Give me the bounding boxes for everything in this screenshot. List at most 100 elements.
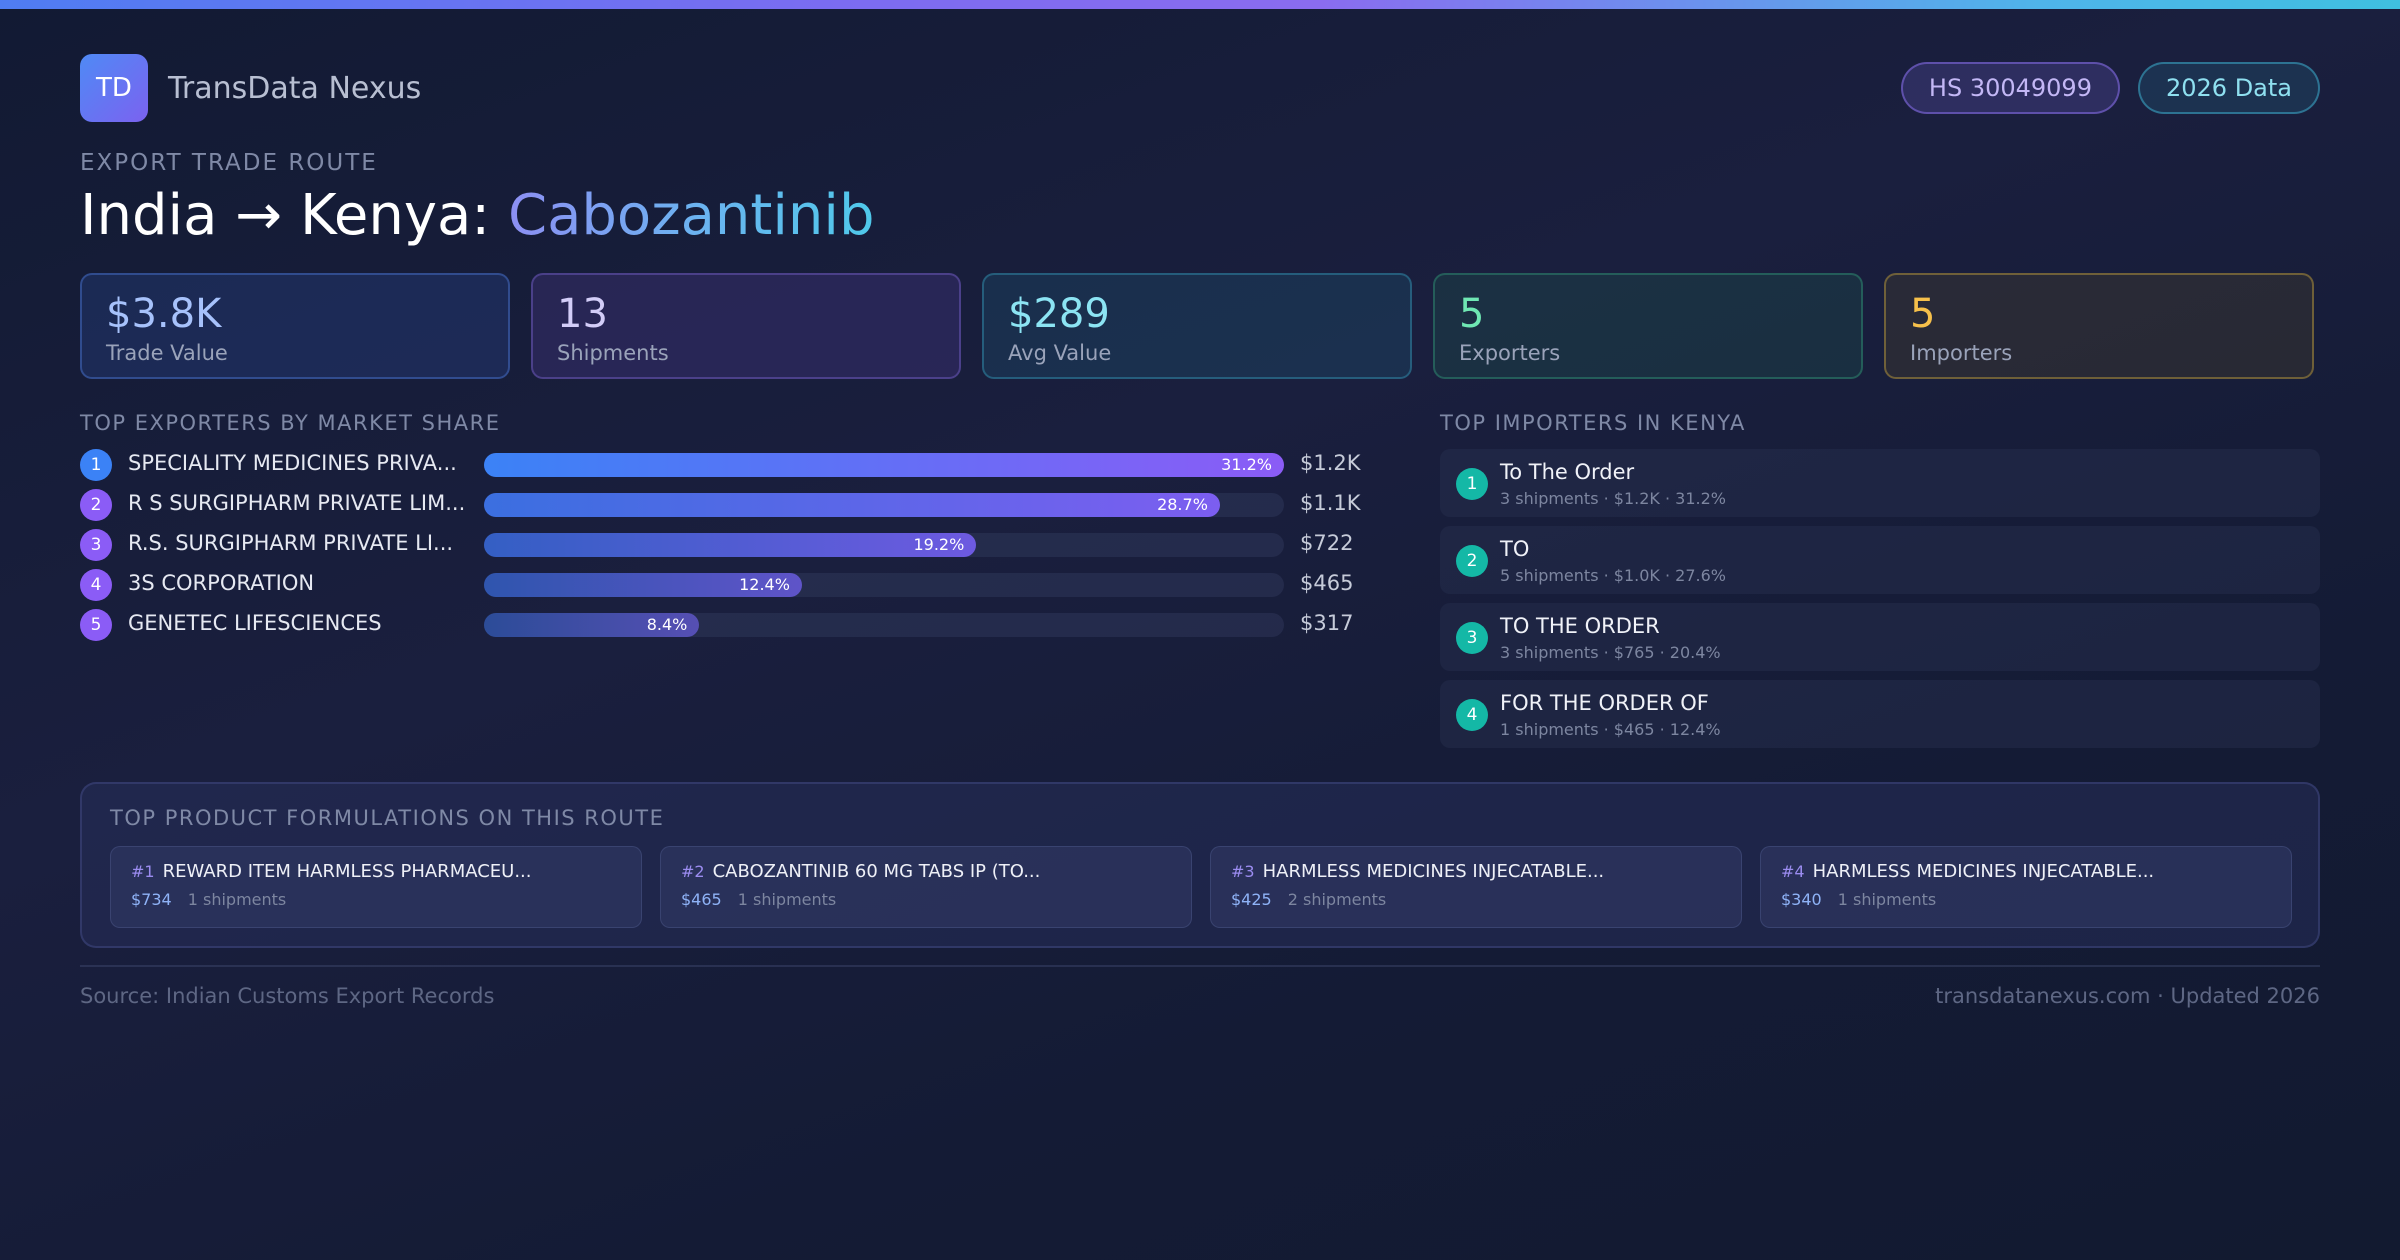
formulation-name: HARMLESS MEDICINES INJECATABLE...: [1812, 861, 2155, 882]
exporters-section-label: TOP EXPORTERS BY MARKET SHARE: [80, 411, 501, 435]
importer-card[interactable]: 4 FOR THE ORDER OF 1 shipments · $465 · …: [1440, 680, 2320, 748]
stat-value: $289: [1008, 291, 1110, 337]
formulation-card[interactable]: #3 HARMLESS MEDICINES INJECATABLE... $425…: [1210, 846, 1742, 928]
importer-meta: 3 shipments · $765 · 20.4%: [1500, 643, 1721, 662]
formulation-rank: #1: [131, 862, 155, 881]
formulation-card[interactable]: #4 HARMLESS MEDICINES INJECATABLE... $340…: [1760, 846, 2292, 928]
hs-code-badge: HS 30049099: [1900, 62, 2120, 114]
importer-rank: 3: [1456, 622, 1488, 654]
exporter-rank: 1: [80, 449, 112, 481]
stat-label: Avg Value: [1008, 341, 1112, 365]
exporter-name: 3S CORPORATION: [128, 571, 315, 595]
top-accent-bar: [0, 0, 2400, 9]
exporter-row[interactable]: 3 R.S. SURGIPHARM PRIVATE LI... 19.2% $7…: [80, 525, 1370, 565]
data-year-badge: 2026 Data: [2137, 62, 2320, 114]
route-text: India → Kenya:: [80, 183, 508, 248]
exporter-rank: 2: [80, 489, 112, 521]
stat-value: 5: [1910, 291, 1936, 337]
formulation-card[interactable]: #1 REWARD ITEM HARMLESS PHARMACEU... $734…: [110, 846, 642, 928]
importer-meta: 3 shipments · $1.2K · 31.2%: [1500, 489, 1726, 508]
share-bar-fill: 19.2%: [484, 533, 977, 557]
formulation-rank: #2: [681, 862, 705, 881]
formulation-rank: #3: [1231, 862, 1255, 881]
formulation-meta: $465 1 shipments: [681, 890, 1171, 909]
stat-card-avg-value: $289 Avg Value: [982, 273, 1412, 379]
formulation-card[interactable]: #2 CABOZANTINIB 60 MG TABS IP (TO... $465…: [660, 846, 1192, 928]
share-bar-fill: 8.4%: [484, 613, 700, 637]
formulation-shipments: 1 shipments: [737, 890, 837, 909]
stat-value: $3.8K: [106, 291, 222, 337]
stat-card-exporters: 5 Exporters: [1433, 273, 1863, 379]
share-bar-fill: 31.2%: [484, 453, 1284, 477]
formulation-value: $465: [681, 890, 722, 909]
importer-name: FOR THE ORDER OF: [1500, 691, 1709, 715]
stat-label: Importers: [1910, 341, 2013, 365]
exporter-row[interactable]: 2 R S SURGIPHARM PRIVATE LIM... 28.7% $1…: [80, 485, 1370, 525]
exporter-rank: 4: [80, 569, 112, 601]
importer-rank: 1: [1456, 468, 1488, 500]
importer-name: To The Order: [1500, 460, 1635, 484]
stat-value: 5: [1459, 291, 1485, 337]
share-bar-track: 8.4%: [484, 613, 1284, 637]
stat-label: Shipments: [557, 341, 669, 365]
stats-row: $3.8K Trade Value 13 Shipments $289 Avg …: [80, 273, 2314, 379]
exporter-row[interactable]: 5 GENETEC LIFESCIENCES 8.4% $317: [80, 605, 1370, 645]
share-bar-track: 12.4%: [484, 573, 1284, 597]
importer-card[interactable]: 3 TO THE ORDER 3 shipments · $765 · 20.4…: [1440, 603, 2320, 671]
formulation-title: #2 CABOZANTINIB 60 MG TABS IP (TO...: [681, 861, 1171, 882]
importer-meta: 5 shipments · $1.0K · 27.6%: [1500, 566, 1726, 585]
stat-value: 13: [557, 291, 608, 337]
brand[interactable]: TD TransData Nexus: [80, 54, 421, 122]
stat-card-importers: 5 Importers: [1884, 273, 2314, 379]
exporter-row[interactable]: 1 SPECIALITY MEDICINES PRIVA... 31.2% $1…: [80, 445, 1370, 485]
share-percent: 12.4%: [739, 575, 790, 594]
formulation-title: #3 HARMLESS MEDICINES INJECATABLE...: [1231, 861, 1721, 882]
footer-site-link[interactable]: transdatanexus.com · Updated 2026: [1935, 984, 2320, 1008]
header-badges: HS 30049099 2026 Data: [1900, 62, 2320, 114]
exporter-value: $1.2K: [1300, 451, 1361, 475]
share-bar-track: 31.2%: [484, 453, 1284, 477]
importer-name: TO THE ORDER: [1500, 614, 1660, 638]
exporter-rank: 5: [80, 609, 112, 641]
formulations-list: #1 REWARD ITEM HARMLESS PHARMACEU... $734…: [110, 846, 2292, 928]
exporter-value: $722: [1300, 531, 1354, 555]
stat-label: Trade Value: [106, 341, 228, 365]
footer-source: Source: Indian Customs Export Records: [80, 984, 495, 1008]
exporter-value: $1.1K: [1300, 491, 1361, 515]
brand-logo: TD: [80, 54, 148, 122]
importer-rank: 2: [1456, 545, 1488, 577]
exporter-name: R S SURGIPHARM PRIVATE LIM...: [128, 491, 466, 515]
formulation-meta: $340 1 shipments: [1781, 890, 2271, 909]
formulation-shipments: 1 shipments: [1837, 890, 1937, 909]
formulation-meta: $425 2 shipments: [1231, 890, 1721, 909]
importer-card[interactable]: 1 To The Order 3 shipments · $1.2K · 31.…: [1440, 449, 2320, 517]
share-bar-fill: 28.7%: [484, 493, 1220, 517]
brand-name: TransData Nexus: [168, 70, 422, 106]
exporter-rank: 3: [80, 529, 112, 561]
formulations-panel: TOP PRODUCT FORMULATIONS ON THIS ROUTE #…: [80, 782, 2320, 948]
formulation-value: $340: [1781, 890, 1822, 909]
importer-name: TO: [1500, 537, 1530, 561]
exporter-value: $465: [1300, 571, 1354, 595]
share-bar-track: 19.2%: [484, 533, 1284, 557]
exporter-name: SPECIALITY MEDICINES PRIVA...: [128, 451, 457, 475]
stat-card-shipments: 13 Shipments: [531, 273, 961, 379]
formulation-shipments: 2 shipments: [1287, 890, 1387, 909]
page-title: India → Kenya: Cabozantinib: [80, 183, 875, 248]
formulation-rank: #4: [1781, 862, 1805, 881]
share-bar-fill: 12.4%: [484, 573, 802, 597]
formulation-value: $425: [1231, 890, 1272, 909]
importers-section-label: TOP IMPORTERS IN KENYA: [1440, 411, 1746, 435]
exporters-list: 1 SPECIALITY MEDICINES PRIVA... 31.2% $1…: [80, 445, 1370, 645]
importer-rank: 4: [1456, 699, 1488, 731]
formulation-name: REWARD ITEM HARMLESS PHARMACEU...: [162, 861, 532, 882]
exporter-row[interactable]: 4 3S CORPORATION 12.4% $465: [80, 565, 1370, 605]
product-name: Cabozantinib: [507, 183, 875, 248]
route-kicker: EXPORT TRADE ROUTE: [80, 150, 378, 176]
exporter-name: GENETEC LIFESCIENCES: [128, 611, 382, 635]
share-percent: 19.2%: [913, 535, 965, 554]
formulation-value: $734: [131, 890, 172, 909]
formulations-section-label: TOP PRODUCT FORMULATIONS ON THIS ROUTE: [110, 806, 665, 830]
stat-card-trade-value: $3.8K Trade Value: [80, 273, 510, 379]
importer-card[interactable]: 2 TO 5 shipments · $1.0K · 27.6%: [1440, 526, 2320, 594]
